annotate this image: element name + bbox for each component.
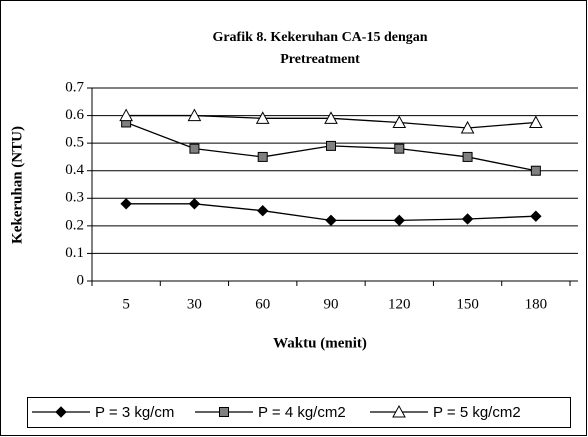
marker	[187, 108, 202, 122]
marker	[257, 204, 269, 217]
legend-marker	[392, 404, 406, 418]
legend-label: P = 3 kg/cm	[95, 404, 174, 421]
y-tick-label: 0.7	[65, 79, 84, 95]
legend-label: P = 5 kg/cm2	[433, 404, 521, 421]
marker	[529, 115, 543, 128]
y-tick-label: 0.4	[65, 162, 84, 178]
x-tick-label: 60	[255, 296, 270, 312]
legend-box	[27, 397, 571, 428]
legend-label: P = 4 kg/cm2	[258, 404, 346, 421]
x-axis-label: Waktu (menit)	[273, 335, 367, 351]
legend-marker	[55, 406, 67, 418]
marker	[189, 143, 200, 154]
y-tick-label: 0.3	[65, 190, 84, 206]
x-tick-label: 5	[122, 296, 130, 312]
marker	[255, 111, 270, 124]
marker	[462, 151, 473, 162]
marker	[392, 115, 407, 128]
y-tick-label: 0.1	[65, 245, 84, 261]
marker	[188, 198, 201, 210]
y-tick-label: 0.5	[65, 135, 84, 151]
chart-title: Pretreatment	[280, 52, 360, 67]
y-tick-label: 0.2	[65, 217, 84, 233]
marker	[393, 214, 405, 227]
marker	[324, 111, 338, 124]
marker	[394, 143, 405, 154]
legend-marker	[219, 407, 229, 417]
x-tick-label: 120	[388, 296, 411, 312]
marker	[461, 213, 474, 225]
marker	[257, 151, 268, 162]
marker	[326, 140, 336, 151]
marker	[120, 198, 132, 210]
x-tick-label: 150	[456, 296, 479, 312]
y-tick-label: 0	[77, 272, 85, 288]
x-tick-label: 30	[187, 296, 202, 312]
x-tick-label: 90	[324, 296, 339, 312]
y-axis-label: Kekeruhan (NTU)	[9, 126, 25, 244]
chart-title: Grafik 8. Kekeruhan CA-15 dengan	[212, 30, 427, 45]
marker	[530, 210, 542, 222]
marker	[530, 165, 541, 176]
y-tick-label: 0.6	[65, 107, 84, 123]
x-tick-label: 180	[525, 296, 548, 312]
marker	[460, 120, 475, 134]
marker	[325, 214, 337, 227]
marker	[119, 108, 133, 122]
